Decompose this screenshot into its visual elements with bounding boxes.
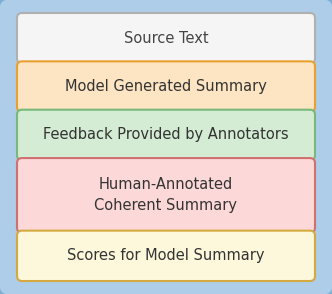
Text: Scores for Model Summary: Scores for Model Summary	[67, 248, 265, 263]
FancyBboxPatch shape	[17, 110, 315, 160]
Text: Model Generated Summary: Model Generated Summary	[65, 79, 267, 94]
FancyBboxPatch shape	[17, 61, 315, 112]
Text: Feedback Provided by Annotators: Feedback Provided by Annotators	[43, 127, 289, 142]
FancyBboxPatch shape	[17, 230, 315, 281]
FancyBboxPatch shape	[17, 13, 315, 64]
FancyBboxPatch shape	[17, 158, 315, 233]
Text: Source Text: Source Text	[124, 31, 208, 46]
Text: Human-Annotated
Coherent Summary: Human-Annotated Coherent Summary	[95, 177, 237, 213]
